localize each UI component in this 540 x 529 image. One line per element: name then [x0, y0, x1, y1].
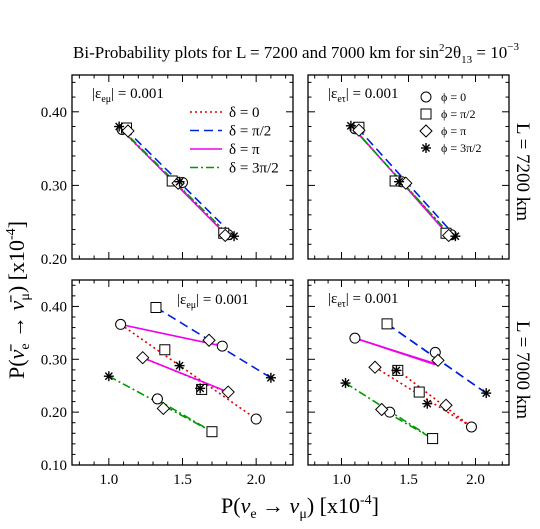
- star-marker: [174, 360, 185, 371]
- figure-title: Bi-Probability plots for L = 7200 and 70…: [73, 41, 519, 66]
- circle-marker: [465, 421, 477, 433]
- y-tick-label: 0.40: [41, 299, 67, 315]
- square-marker: [159, 344, 171, 356]
- diamond-marker: [121, 124, 135, 138]
- x-tick-label: 1.5: [399, 472, 418, 488]
- star-marker: [450, 231, 461, 242]
- epsilon-annotation: |εeμ| = 0.001: [177, 292, 249, 311]
- star-marker: [394, 176, 405, 187]
- circle-marker: [115, 318, 127, 330]
- square-marker: [413, 386, 425, 398]
- star-marker: [174, 176, 185, 187]
- svg-text:P(ν̄e → ν̄μ) [x10-4]: P(ν̄e → ν̄μ) [x10-4]: [4, 221, 33, 379]
- diamond-marker: [368, 360, 382, 374]
- square-marker: [381, 318, 393, 330]
- square-marker: [206, 426, 218, 438]
- series-line: [155, 398, 213, 433]
- legend-label: ϕ = π: [441, 124, 466, 138]
- legend-label: δ = 0: [229, 105, 260, 121]
- star-marker: [345, 120, 356, 131]
- y-tick-label: 0.30: [41, 352, 67, 368]
- y-tick-label: 0.30: [41, 178, 67, 194]
- star-marker: [229, 231, 240, 242]
- legend-label: δ = 3π/2: [229, 161, 279, 177]
- x-tick-label: 2.0: [466, 472, 485, 488]
- legend-label: ϕ = 3π/2: [441, 141, 481, 155]
- diamond-marker: [374, 402, 389, 417]
- series-line: [108, 375, 213, 433]
- series-line: [350, 125, 452, 237]
- series-line: [381, 408, 434, 440]
- square-marker: [427, 433, 439, 445]
- diamond-marker: [136, 350, 150, 365]
- epsilon-annotation: |εeμ| = 0.001: [92, 86, 164, 105]
- epsilon-annotation: |εeτ| = 0.001: [328, 86, 399, 105]
- star-marker: [265, 372, 276, 383]
- x-tick-label: 1.0: [332, 472, 351, 488]
- diamond-marker: [439, 398, 453, 412]
- circle-marker: [216, 340, 228, 352]
- series-line: [142, 356, 229, 393]
- star-marker: [114, 121, 125, 132]
- star-marker: [340, 378, 351, 389]
- star-marker: [481, 388, 492, 399]
- x-tick-label: 1.0: [99, 472, 118, 488]
- y-tick-label: 0.10: [41, 458, 67, 474]
- star-marker: [195, 383, 206, 394]
- panel-top-right: |εeτ| = 0.001 ϕ = 0 ϕ = π/2 ϕ = π ϕ = 3π/2: [307, 74, 510, 260]
- legend-label: δ = π: [229, 142, 260, 158]
- diamond-marker: [352, 123, 366, 137]
- diamond-marker: [218, 228, 232, 243]
- square-marker: [150, 301, 162, 313]
- legend-circle-icon: [420, 91, 432, 103]
- y-tick-label: 0.20: [41, 405, 67, 421]
- circle-marker: [151, 393, 163, 405]
- legend: ϕ = 0 ϕ = π/2 ϕ = π ϕ = 3π/2: [419, 90, 481, 155]
- x-tick-label: 1.5: [173, 472, 192, 488]
- y-tick-label: 0.40: [41, 105, 67, 121]
- diamond-marker: [221, 385, 235, 399]
- epsilon-annotation: |εeτ| = 0.001: [328, 291, 399, 310]
- legend: δ = 0 δ = π/2 δ = π δ = 3π/2: [190, 105, 279, 177]
- legend-star-icon: [421, 143, 431, 153]
- panel-bottom-left: 0.10 0.20 0.30 0.40 1.0 1.5 2.0 |εeμ| = 0.001: [41, 279, 294, 488]
- legend-label: δ = π/2: [229, 124, 271, 140]
- legend-diamond-icon: [419, 124, 433, 138]
- star-marker: [391, 365, 402, 376]
- star-marker: [103, 371, 114, 382]
- legend-label: ϕ = 0: [441, 90, 466, 104]
- circle-marker: [250, 413, 262, 425]
- y-tick-label: 0.20: [41, 252, 67, 268]
- diamond-marker: [202, 333, 216, 347]
- series-line: [354, 337, 439, 366]
- panel-frame: [307, 74, 510, 260]
- x-tick-label: 2.0: [247, 472, 266, 488]
- row-label-bottom: L = 7000 km: [512, 321, 533, 419]
- legend-label: ϕ = π/2: [441, 107, 475, 121]
- legend-square-icon: [420, 108, 432, 120]
- diamond-marker: [156, 401, 171, 416]
- star-marker: [422, 398, 433, 409]
- diamond-marker: [431, 353, 445, 368]
- circle-marker: [349, 332, 361, 344]
- row-label-top: L = 7200 km: [512, 123, 533, 221]
- y-axis-label: P(ν̄e → ν̄μ) [x10-4]: [4, 221, 33, 379]
- series-line: [397, 369, 472, 428]
- series-line: [155, 306, 272, 379]
- panel-frame: [71, 74, 294, 260]
- series-line: [118, 125, 231, 237]
- panel-bottom-right: 1.0 1.5 2.0 |εeτ| = 0.001: [307, 279, 510, 488]
- x-axis-label: P(νe → νμ) [x10-4]: [221, 493, 379, 522]
